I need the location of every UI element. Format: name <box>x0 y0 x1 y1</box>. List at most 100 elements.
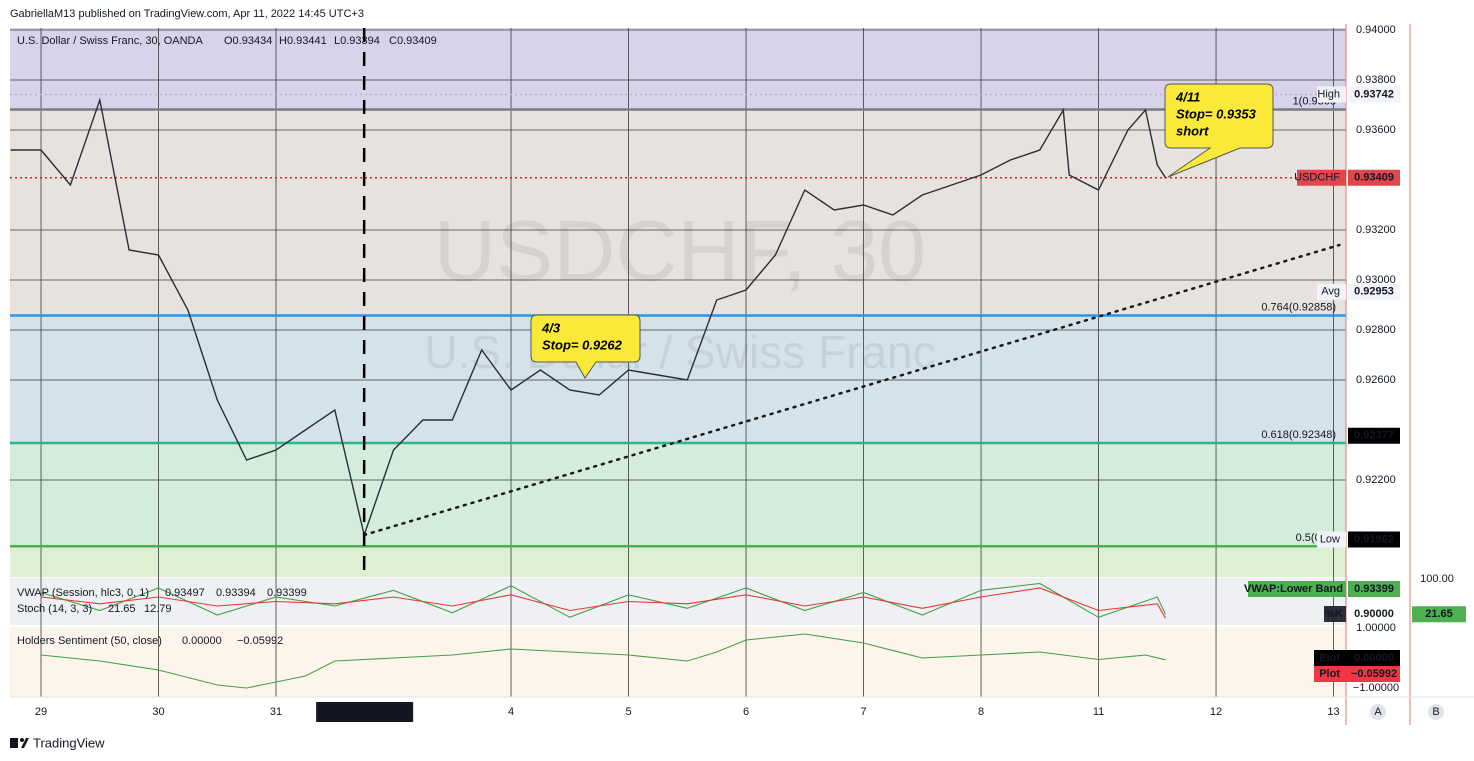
price-label: 0.91962 <box>1354 533 1394 545</box>
fib-zone <box>10 109 1346 316</box>
legend-value: C0.93409 <box>389 35 437 47</box>
trend-line <box>362 243 1341 537</box>
plot-label-name: Plot <box>1319 652 1340 664</box>
plot-label-name: Plot <box>1319 668 1340 680</box>
pane-label-name: %K <box>1325 608 1343 620</box>
fib-label: 0.764(0.92858) <box>1261 301 1336 313</box>
price-label-name-bg <box>1297 169 1346 186</box>
x-tick-label: 29 <box>35 706 47 718</box>
legend-value: −0.05992 <box>237 635 283 647</box>
watermark: USDCHF, 30 <box>434 204 926 300</box>
pane-label-bg <box>1248 581 1346 597</box>
price-label-bg <box>1348 427 1400 444</box>
crosshair-label: 31 Mar '22 18:00 <box>322 706 406 718</box>
fib-zone <box>10 546 1346 577</box>
x-tick-label: 31 <box>270 706 282 718</box>
callout-text: Stop= 0.9353 <box>1176 106 1257 121</box>
x-tick-label: 13 <box>1327 706 1339 718</box>
legend-value: 0.93497 <box>165 587 205 599</box>
axis-label-bg <box>1412 606 1466 623</box>
axis-button-label[interactable]: A <box>1374 706 1382 718</box>
price-label: 0.92377 <box>1354 430 1394 442</box>
legend-title: Stoch (14, 3, 3) <box>17 603 92 615</box>
fib-label: 0.618(0.92348) <box>1261 429 1336 441</box>
y-tick-label: 0.92600 <box>1356 374 1396 386</box>
axis-button[interactable] <box>1370 704 1386 720</box>
price-label-bg <box>1348 531 1400 548</box>
pane-bg <box>10 627 1346 697</box>
price-label-bg <box>1348 283 1400 300</box>
y-tick-label: 0.92200 <box>1356 474 1396 486</box>
callout-text: 4/3 <box>541 320 561 335</box>
plot-label: −0.05992 <box>1351 668 1397 680</box>
x-tick-label: 12 <box>1210 706 1222 718</box>
x-tick-label: 4 <box>508 706 514 718</box>
callout-text: Stop= 0.9262 <box>542 337 623 352</box>
axis-button-label[interactable]: B <box>1432 706 1439 718</box>
price-label-name: Avg <box>1321 286 1340 298</box>
callout <box>530 314 641 379</box>
series-line <box>40 587 1166 619</box>
pane-label-bg <box>1324 606 1346 622</box>
fib-zone <box>10 315 1346 443</box>
pane-label-name: VWAP:Lower Band <box>1244 583 1343 595</box>
callout-text: 4/11 <box>1175 89 1200 104</box>
pane-label: 0.90000 <box>1354 608 1394 620</box>
legend-value: 21.65 <box>108 603 136 615</box>
price-label-name-bg <box>1317 531 1346 548</box>
legend-title: Holders Sentiment (50, close) <box>17 635 162 647</box>
legend-value: H0.93441 <box>279 35 327 47</box>
logo <box>10 738 29 748</box>
y-tick-label: −1.00000 <box>1353 682 1399 694</box>
watermark: U.S. Dollar / Swiss Franc <box>424 326 935 378</box>
y-tick-label: 0.93800 <box>1356 74 1396 86</box>
price-label-name: High <box>1317 88 1340 100</box>
y-tick-label: 0.92800 <box>1356 324 1396 336</box>
footer-logo: TradingView <box>33 735 105 750</box>
x-tick-label: 5 <box>625 706 631 718</box>
plot-label-bg <box>1314 650 1400 666</box>
legend-value: 0.93394 <box>216 587 256 599</box>
axis-button[interactable] <box>1428 704 1444 720</box>
axis-label: 21.65 <box>1425 608 1453 620</box>
callout <box>1164 83 1274 178</box>
plot-label-bg <box>1314 666 1400 682</box>
plot-label: 0.00000 <box>1354 652 1394 664</box>
y-tick-label: 0.94000 <box>1356 24 1396 36</box>
price-label-name-bg <box>1317 283 1346 300</box>
x-tick-label: 8 <box>978 706 984 718</box>
legend-value: 0.93399 <box>267 587 307 599</box>
price-label: 0.93742 <box>1354 88 1394 100</box>
pane-label-bg <box>1348 581 1400 597</box>
y-tick-label: 0.93000 <box>1356 274 1396 286</box>
legend-value: O0.93434 <box>224 35 272 47</box>
price-label-name: Low <box>1320 533 1340 545</box>
y-tick-label: 0.93200 <box>1356 224 1396 236</box>
series-line <box>10 97 1167 538</box>
series-line <box>40 633 1166 689</box>
pane-label-bg <box>1348 606 1400 622</box>
price-label: 0.92953 <box>1354 286 1394 298</box>
price-label-bg <box>1348 169 1400 186</box>
fib-zone <box>10 28 1346 110</box>
y-tick-label: 100.00 <box>1420 573 1454 585</box>
legend-value: 0.00000 <box>182 635 222 647</box>
crosshair-label-bg <box>316 702 414 722</box>
pane-bg <box>10 578 1346 625</box>
y-tick-label: 0.93600 <box>1356 124 1396 136</box>
series-line <box>40 582 1166 618</box>
legend-value: 12.79 <box>144 603 172 615</box>
price-label-name-bg <box>1317 86 1346 103</box>
x-tick-label: 7 <box>860 706 866 718</box>
price-label-name: USDCHF <box>1294 172 1340 184</box>
legend-title: U.S. Dollar / Swiss Franc, 30, OANDA <box>17 35 203 47</box>
pane-label: 0.93399 <box>1354 583 1394 595</box>
x-tick-label: 6 <box>743 706 749 718</box>
price-label-bg <box>1348 86 1400 103</box>
x-tick-label: 30 <box>152 706 164 718</box>
y-tick-label: 1.00000 <box>1356 622 1396 634</box>
header: GabriellaM13 published on TradingView.co… <box>10 8 364 20</box>
legend-title: VWAP (Session, hlc3, 0, 1) <box>17 587 149 599</box>
callout-text: short <box>1176 123 1209 138</box>
